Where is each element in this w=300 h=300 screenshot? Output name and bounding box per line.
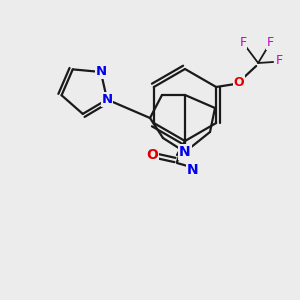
Text: N: N [179,145,191,159]
Text: F: F [240,35,247,49]
Text: N: N [187,163,199,177]
Text: O: O [234,76,244,88]
Text: F: F [267,37,274,50]
Text: N: N [95,65,106,79]
Text: N: N [101,93,112,106]
Text: O: O [146,148,158,162]
Text: F: F [276,55,283,68]
